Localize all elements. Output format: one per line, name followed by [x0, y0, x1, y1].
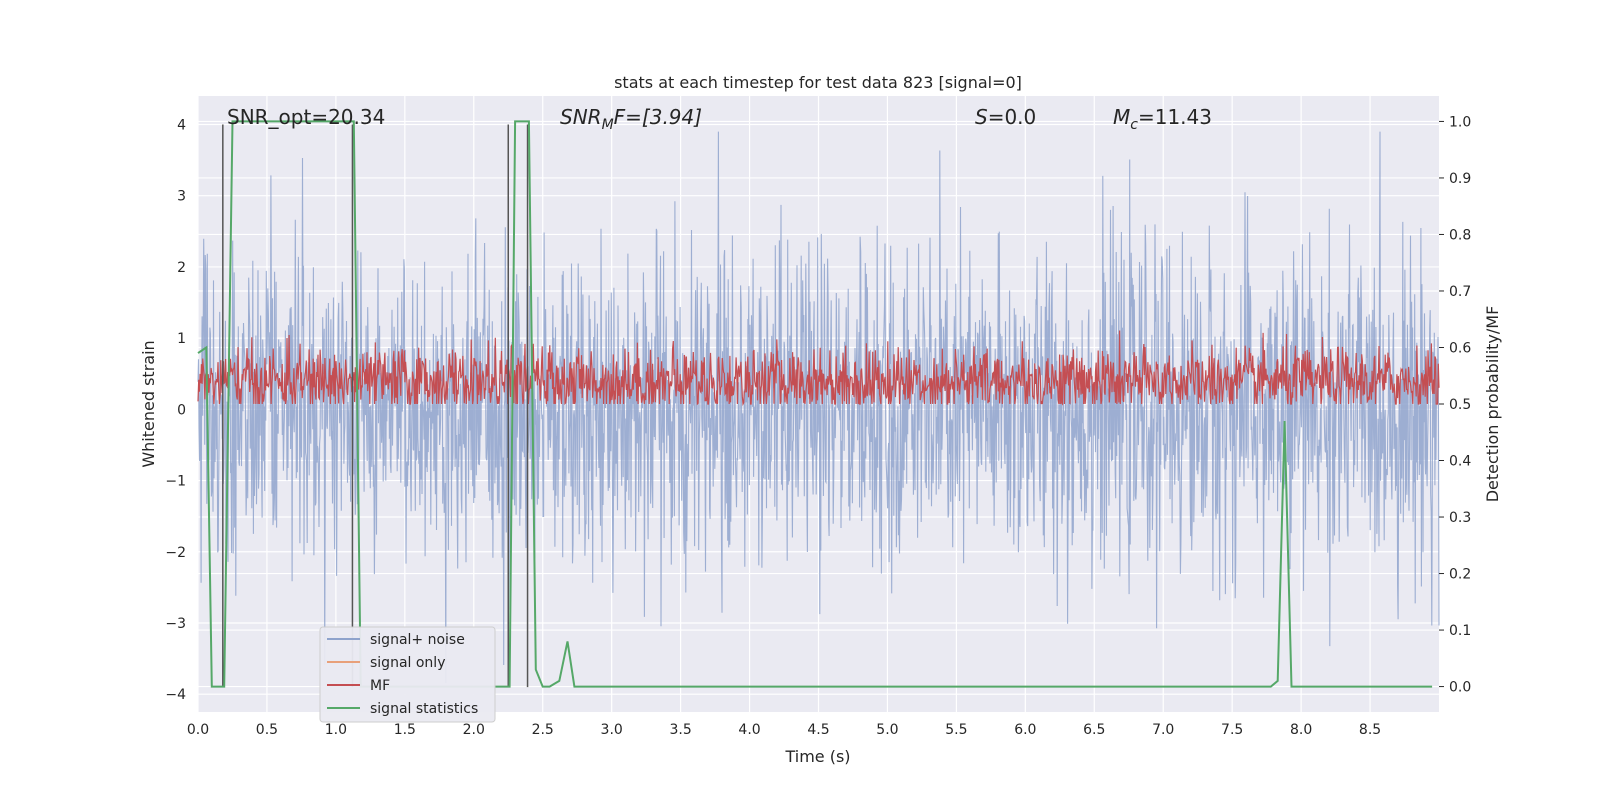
y-tick-label: −1 [165, 474, 186, 490]
annotation-s-label: S [975, 105, 988, 129]
annotation-mc-sub: c [1130, 117, 1138, 133]
x-tick-label: 1.0 [325, 722, 347, 738]
signal-noise-line [197, 131, 1440, 684]
y-tick-label: −4 [165, 687, 186, 703]
y-right-tick-label: 0.1 [1449, 623, 1471, 639]
x-tick-label: 0.5 [256, 722, 278, 738]
series-signal-noise [197, 131, 1440, 684]
annotation-mc: Mc=11.43 [1113, 105, 1212, 133]
vertical-markers [222, 124, 529, 688]
y-right-tick-label: 0.5 [1449, 397, 1471, 413]
annotation-snr-mf: SNRMF=[3.94] [560, 105, 702, 133]
y-tick-label: −2 [165, 545, 186, 561]
signal-statistics-line [197, 120, 1433, 688]
x-tick-label: 5.0 [876, 722, 898, 738]
annotation-s-value: =0.0 [988, 105, 1037, 129]
x-tick-label: 0.0 [187, 722, 209, 738]
y-tick-label: −3 [165, 616, 186, 632]
annotation-s: S=0.0 [975, 105, 1036, 129]
x-tick-label: 4.5 [807, 722, 829, 738]
x-tick-label: 4.0 [738, 722, 760, 738]
x-tick-label: 7.5 [1221, 722, 1243, 738]
legend-label-signal-statistics: signal statistics [370, 701, 478, 717]
x-tick-label: 7.0 [1152, 722, 1174, 738]
x-tick-label: 3.5 [669, 722, 691, 738]
annotation-snr-mf-f: F=[3.94] [614, 105, 702, 129]
x-tick-label: 5.5 [945, 722, 967, 738]
x-tick-label: 8.0 [1290, 722, 1312, 738]
y-tick-label: 3 [177, 189, 186, 205]
y-right-tick-label: 0.7 [1449, 284, 1471, 300]
series-signal-statistics [197, 120, 1433, 688]
legend-label-signal-noise: signal+ noise [370, 632, 465, 648]
y-right-axis-title: Detection probability/MF [1483, 306, 1502, 503]
x-tick-label: 1.5 [394, 722, 416, 738]
x-tick-label: 2.5 [532, 722, 554, 738]
chart-title: stats at each timestep for test data 823… [614, 73, 1022, 92]
legend-box [319, 626, 496, 723]
x-tick-label: 3.0 [601, 722, 623, 738]
legend-label-signal-only: signal only [370, 655, 445, 671]
annotation-snr-mf-sub: M [602, 117, 614, 133]
y-right-tick-label: 0.4 [1449, 454, 1471, 470]
x-tick-label: 6.0 [1014, 722, 1036, 738]
mf-line [197, 330, 1440, 407]
y-tick-label: 1 [177, 331, 186, 347]
y-tick-label: 0 [177, 402, 186, 418]
y-right-tick-label: 0.6 [1449, 340, 1471, 356]
y-right-tick-label: 0.0 [1449, 680, 1471, 696]
y-right-tick-label: 0.9 [1449, 171, 1471, 187]
y-right-tick-label: 0.2 [1449, 567, 1471, 583]
y-right-tick-label: 0.3 [1449, 510, 1471, 526]
x-tick-label: 2.0 [463, 722, 485, 738]
legend-label-mf: MF [370, 678, 390, 694]
legend: signal+ noise signal only MF signal stat… [319, 626, 496, 723]
annotation-mc-label: M [1113, 105, 1130, 129]
annotation-mc-value: =11.43 [1138, 105, 1212, 129]
y-tick-label: 2 [177, 260, 186, 276]
series-mf [197, 330, 1440, 407]
x-tick-label: 8.5 [1359, 722, 1381, 738]
y-axis-title: Whitened strain [139, 340, 158, 467]
tick-labels: 0.0 0.5 1.0 1.5 2.0 2.5 3.0 3.5 4.0 4.5 5.0 5.5 6.0 6… [165, 114, 1471, 738]
annotation-snr-opt: SNR_opt=20.34 [227, 105, 385, 129]
x-axis-title: Time (s) [784, 747, 850, 766]
y-right-tick-label: 0.8 [1449, 227, 1471, 243]
y-right-tick-label: 1.0 [1449, 114, 1471, 130]
annotation-snr-mf-label: SNR [560, 105, 602, 129]
x-tick-label: 6.5 [1083, 722, 1105, 738]
y-tick-label: 4 [177, 117, 186, 133]
